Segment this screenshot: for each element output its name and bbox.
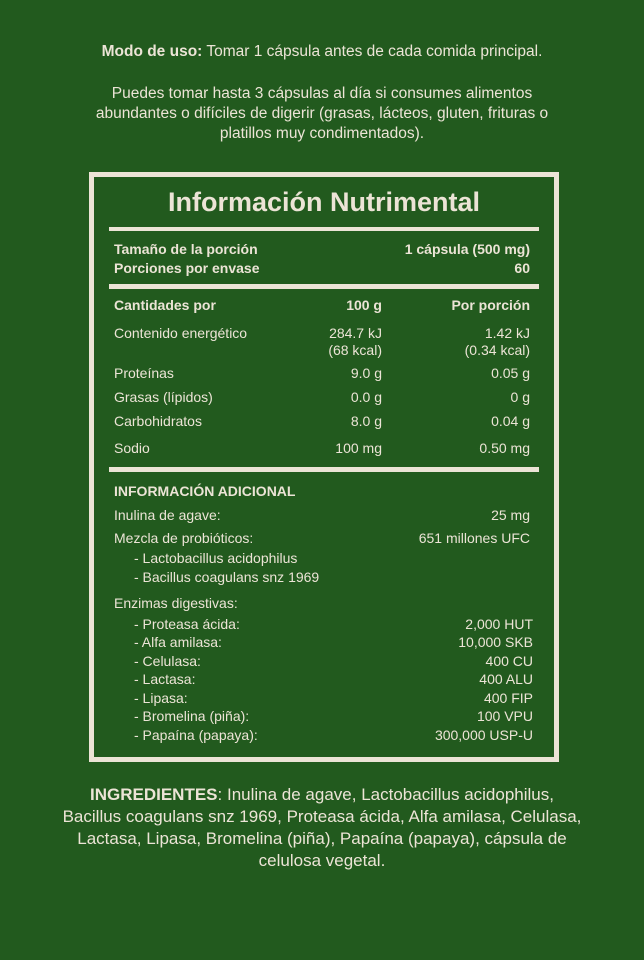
usage-label: Modo de uso:	[101, 43, 203, 60]
value-100g: 0.0 g	[350, 389, 382, 405]
enzyme-name: - Bromelina (piña):	[134, 708, 250, 724]
nutrient-label: Sodio	[114, 440, 150, 456]
header-col-per-serving: Por porción	[451, 297, 530, 313]
value-per-serving: 1.42 kJ	[484, 325, 530, 341]
probiotic-name: - Bacillus coagulans snz 1969	[134, 569, 320, 585]
probiotics-value: 651 millones UFC	[418, 530, 530, 546]
nutrient-label: Contenido energético	[114, 325, 248, 341]
value-per-serving: 0.50 mg	[479, 440, 530, 456]
enzyme-name: - Celulasa:	[134, 653, 201, 669]
value-per-serving: 0.05 g	[491, 365, 530, 381]
enzyme-name: - Lipasa:	[134, 690, 188, 706]
servings-label: Porciones por envase	[114, 260, 260, 276]
usage-note: Puedes tomar hasta 3 cápsulas al día si …	[95, 85, 549, 142]
serving-size-label: Tamaño de la porción	[114, 241, 258, 257]
ingredients: INGREDIENTES: Inulina de agave, Lactobac…	[60, 784, 584, 872]
panel-title: Información Nutrimental	[167, 187, 481, 217]
enzyme-value: 2,000 HUT	[465, 616, 533, 632]
usage-text: Tomar 1 cápsula antes de cada comida pri…	[202, 43, 543, 60]
enzyme-value: 100 VPU	[476, 708, 533, 724]
enzyme-value: 300,000 USP-U	[434, 727, 533, 743]
nutrient-label: Grasas (lípidos)	[114, 389, 213, 405]
value-100g: 8.0 g	[350, 413, 382, 429]
enzyme-value: 10,000 SKB	[458, 634, 533, 650]
enzyme-value: 400 ALU	[479, 671, 533, 687]
ingredients-text: : Inulina de agave, Lactobacillus acidop…	[62, 785, 582, 870]
value-per-serving-kcal: (0.34 kcal)	[464, 342, 530, 358]
value-100g: 284.7 kJ	[329, 325, 382, 341]
value-per-serving: 0.04 g	[491, 413, 530, 429]
enzyme-name: - Alfa amilasa:	[134, 634, 222, 650]
enzyme-name: - Lactasa:	[134, 671, 196, 687]
nutrient-label: Proteínas	[114, 365, 174, 381]
enzyme-value: 400 FIP	[483, 690, 533, 706]
probiotic-name: - Lactobacillus acidophilus	[134, 550, 298, 566]
probiotics-label: Mezcla de probióticos:	[114, 530, 254, 546]
inulin-value: 25 mg	[491, 507, 530, 523]
enzyme-name: - Papaína (papaya):	[134, 727, 258, 743]
usage-instructions: Modo de uso: Tomar 1 cápsula antes de ca…	[40, 42, 604, 62]
servings-value: 60	[514, 260, 530, 276]
divider	[109, 284, 539, 289]
serving-size-value: 1 cápsula (500 mg)	[404, 241, 530, 257]
nutrition-panel: Información Nutrimental Tamaño de la por…	[89, 172, 559, 762]
divider	[109, 467, 539, 472]
ingredients-label: INGREDIENTES	[90, 785, 218, 804]
enzyme-name: - Proteasa ácida:	[134, 616, 240, 632]
enzyme-value: 400 CU	[485, 653, 533, 669]
value-100g-kcal: (68 kcal)	[328, 342, 382, 358]
inulin-label: Inulina de agave:	[114, 507, 221, 523]
value-100g: 100 mg	[335, 440, 382, 456]
divider	[109, 227, 539, 231]
value-100g: 9.0 g	[350, 365, 382, 381]
nutrient-label: Carbohidratos	[114, 413, 202, 429]
value-per-serving: 0 g	[510, 389, 530, 405]
enzymes-label: Enzimas digestivas:	[114, 595, 238, 611]
additional-title-text: INFORMACIÓN ADICIONAL	[114, 483, 296, 499]
header-col-100g: 100 g	[346, 297, 382, 313]
header-label: Cantidades por	[114, 297, 216, 313]
